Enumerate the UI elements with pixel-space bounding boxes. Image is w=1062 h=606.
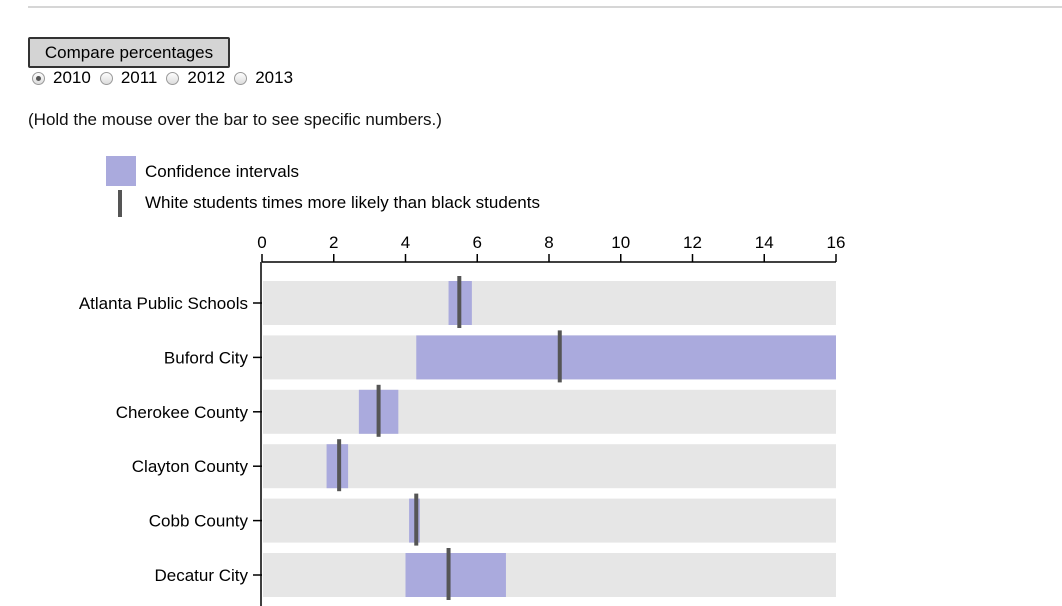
- x-tick-label-2: 4: [401, 233, 410, 252]
- category-label-0: Atlanta Public Schools: [79, 294, 248, 313]
- bar-track-4: [263, 498, 836, 543]
- category-label-4: Cobb County: [149, 512, 249, 531]
- bar-track-3: [263, 444, 836, 489]
- ratio-chart: 0 2 4 6 8 10 12 14 16 Atlanta Public Schools Bufor…: [79, 233, 846, 606]
- legend-ratio-marker: [118, 190, 122, 217]
- radio-2012[interactable]: [166, 71, 180, 85]
- category-label-5: Decatur City: [154, 566, 248, 585]
- radio-2013[interactable]: [234, 71, 248, 85]
- category-label-2: Cherokee County: [116, 403, 249, 422]
- legend-ci-label: Confidence intervals: [145, 162, 300, 181]
- x-tick-label-7: 14: [755, 233, 774, 252]
- ratio-marker-1: [557, 330, 562, 383]
- category-label-1: Buford City: [164, 348, 249, 367]
- ci-bar-5: [405, 553, 506, 597]
- x-tick-label-0: 0: [257, 233, 266, 252]
- year-option-2010[interactable]: 2010: [32, 68, 91, 88]
- bar-track-5: [263, 553, 836, 597]
- year-label-2010: 2010: [53, 68, 91, 87]
- radio-2011[interactable]: [99, 71, 113, 85]
- legend-ci-swatch: [106, 156, 136, 186]
- x-tick-label-6: 12: [683, 233, 702, 252]
- x-tick-label-5: 10: [611, 233, 630, 252]
- x-tick-label-8: 16: [827, 233, 846, 252]
- year-label-2013: 2013: [255, 68, 294, 87]
- year-option-2012[interactable]: 2012: [166, 68, 225, 88]
- year-label-2011: 2011: [120, 68, 158, 87]
- hover-hint: (Hold the mouse over the bar to see spec…: [28, 110, 442, 129]
- ci-bar-1: [416, 335, 836, 380]
- top-divider: [28, 6, 1062, 8]
- ratio-marker-5: [446, 548, 451, 600]
- year-option-2011[interactable]: 2011: [99, 68, 158, 88]
- ratio-marker-4: [414, 493, 419, 546]
- compare-percentages-button[interactable]: Compare percentages: [28, 37, 230, 68]
- legend-ratio-label: White students times more likely than bl…: [145, 193, 540, 212]
- bar-track-2: [263, 389, 836, 434]
- x-tick-label-4: 8: [544, 233, 553, 252]
- radio-2010[interactable]: [32, 71, 45, 85]
- ratio-marker-3: [337, 439, 342, 492]
- year-label-2012: 2012: [187, 68, 226, 87]
- ratio-marker-2: [376, 384, 381, 437]
- category-label-3: Clayton County: [132, 457, 249, 476]
- year-radio-group: 2010 2011 2012 2013: [32, 67, 302, 89]
- x-tick-label-3: 6: [473, 233, 482, 252]
- x-tick-label-1: 2: [329, 233, 338, 252]
- ratio-marker-0: [457, 276, 462, 328]
- year-option-2013[interactable]: 2013: [234, 68, 293, 88]
- bar-track-0: [263, 281, 836, 325]
